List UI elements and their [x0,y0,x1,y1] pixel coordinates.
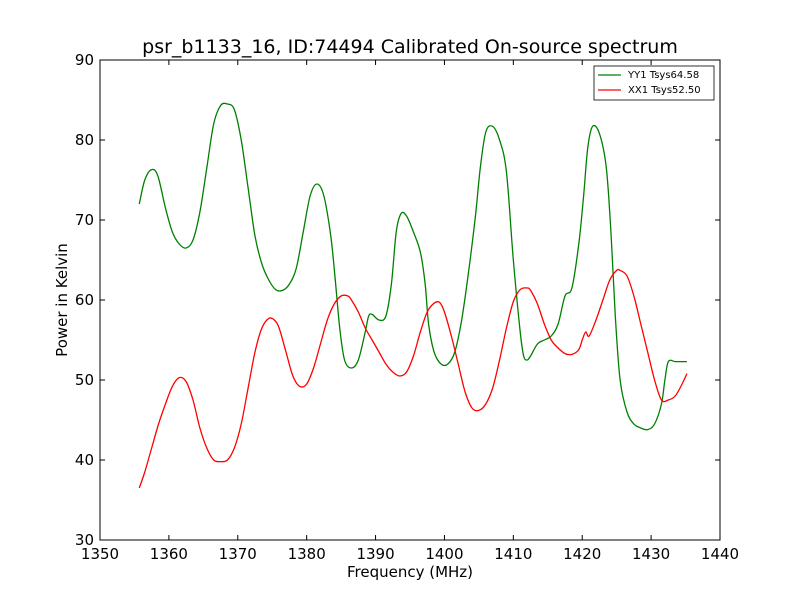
y-tick-label: 90 [75,51,94,69]
ticks-layer: 1350 1360 1370 1380 1390 1400 1410 1420 1430 1440… [75,51,739,563]
series-line-xx1 [138,268,688,489]
series-line-yy1 [138,102,687,431]
x-tick-label: 1430 [632,545,670,563]
x-tick-label: 1370 [219,545,257,563]
y-axis-title: Power in Kelvin [53,243,71,357]
x-tick-label: 1410 [494,545,532,563]
x-tick-label: 1350 [81,545,119,563]
x-tick-label: 1400 [425,545,463,563]
x-tick-label: 1390 [356,545,394,563]
y-tick-label: 80 [75,131,94,149]
y-tick-label: 40 [75,451,94,469]
y-tick-label: 50 [75,371,94,389]
chart-title: psr_b1133_16, ID:74494 Calibrated On-sou… [142,36,678,58]
x-axis-title: Frequency (MHz) [347,563,473,581]
series-layer [138,102,688,489]
legend-label-yy1: YY1 Tsys64.58 [627,70,699,81]
x-tick-label: 1360 [150,545,188,563]
y-tick-label: 60 [75,291,94,309]
legend: YY1 Tsys64.58 XX1 Tsys52.50 [593,65,715,101]
y-tick-label: 30 [75,531,94,549]
legend-box [593,65,715,101]
x-tick-label: 1420 [563,545,601,563]
x-tick-label: 1440 [701,545,739,563]
plot-area [100,60,720,540]
legend-label-xx1: XX1 Tsys52.50 [628,85,701,96]
y-tick-label: 70 [75,211,94,229]
x-tick-label: 1380 [288,545,326,563]
